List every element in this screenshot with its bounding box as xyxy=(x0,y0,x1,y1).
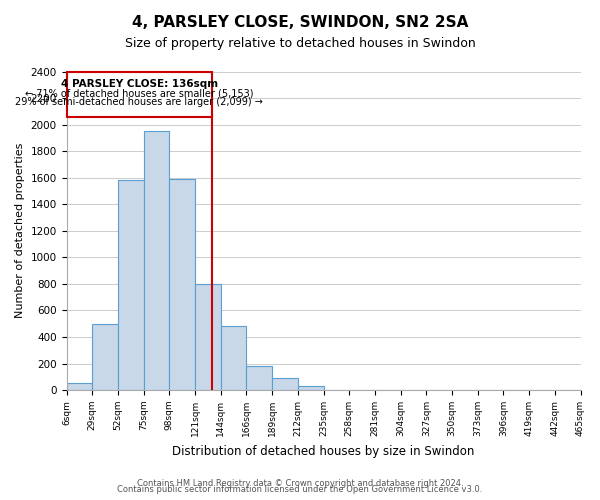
Text: Size of property relative to detached houses in Swindon: Size of property relative to detached ho… xyxy=(125,38,475,51)
Text: 4 PARSLEY CLOSE: 136sqm: 4 PARSLEY CLOSE: 136sqm xyxy=(61,79,218,89)
Bar xyxy=(67,384,92,390)
Bar xyxy=(143,131,169,390)
Text: Contains public sector information licensed under the Open Government Licence v3: Contains public sector information licen… xyxy=(118,485,482,494)
Text: Contains HM Land Registry data © Crown copyright and database right 2024.: Contains HM Land Registry data © Crown c… xyxy=(137,478,463,488)
Text: ← 71% of detached houses are smaller (5,153): ← 71% of detached houses are smaller (5,… xyxy=(25,89,253,99)
Bar xyxy=(221,326,247,390)
FancyBboxPatch shape xyxy=(67,72,212,117)
Text: 4, PARSLEY CLOSE, SWINDON, SN2 2SA: 4, PARSLEY CLOSE, SWINDON, SN2 2SA xyxy=(132,15,468,30)
Bar xyxy=(92,324,118,390)
Bar xyxy=(169,179,195,390)
Bar xyxy=(247,366,272,390)
Text: 29% of semi-detached houses are larger (2,099) →: 29% of semi-detached houses are larger (… xyxy=(15,98,263,108)
Bar xyxy=(118,180,143,390)
Bar xyxy=(195,284,221,390)
Bar xyxy=(272,378,298,390)
Bar xyxy=(298,386,323,390)
X-axis label: Distribution of detached houses by size in Swindon: Distribution of detached houses by size … xyxy=(172,444,475,458)
Y-axis label: Number of detached properties: Number of detached properties xyxy=(15,143,25,318)
